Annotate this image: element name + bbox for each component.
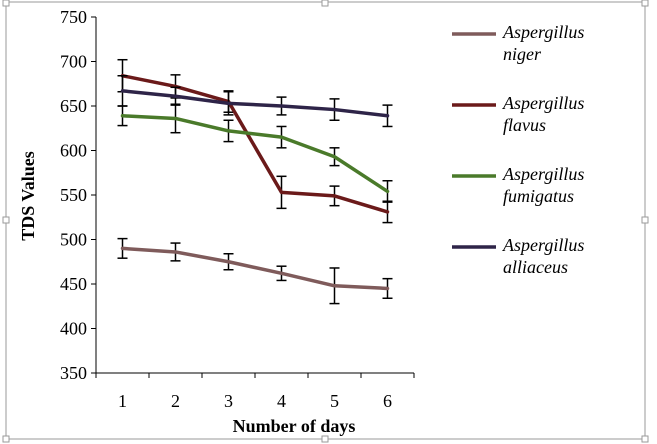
legend-label: Aspergillus [502, 235, 584, 255]
series-2 [117, 103, 393, 203]
series-line [120, 89, 390, 118]
legend-label: fumigatus [503, 186, 574, 206]
y-axis-ticks: 350 400 450 500 550 600 650 700 750 [60, 7, 96, 383]
legend-label: niger [503, 44, 542, 64]
series-line [120, 246, 390, 291]
y-tick-label: 350 [60, 363, 87, 383]
y-tick-label: 450 [60, 274, 87, 294]
resize-handle-top-right[interactable] [641, 0, 649, 7]
legend-label: Aspergillus [502, 164, 584, 184]
x-axis-ticks: 1 2 3 4 5 6 [95, 373, 415, 411]
y-tick-label: 650 [60, 96, 87, 116]
y-tick-label: 400 [60, 319, 87, 339]
plot-area [117, 58, 393, 305]
resize-handle-middle-right[interactable] [641, 216, 649, 224]
y-axis-title: TDS Values [18, 151, 38, 241]
y-tick-label: 500 [60, 230, 87, 250]
y-tick-label: 700 [60, 52, 87, 72]
x-tick-label: 1 [118, 391, 127, 411]
x-tick-label: 4 [277, 391, 286, 411]
legend-label: flavus [503, 115, 546, 135]
x-axis-title: Number of days [233, 416, 356, 436]
resize-handle-top-middle[interactable] [321, 0, 329, 7]
x-tick-label: 5 [330, 391, 339, 411]
legend-label: Aspergillus [502, 93, 584, 113]
y-tick-label: 750 [60, 7, 87, 27]
resize-handle-top-left[interactable] [2, 0, 10, 7]
series-line [120, 114, 390, 194]
legend-label: Aspergillus [502, 22, 584, 42]
legend-label: alliaceus [503, 257, 568, 277]
series-3 [117, 74, 393, 128]
resize-handle-middle-left[interactable] [2, 216, 10, 224]
y-tick-label: 600 [60, 141, 87, 161]
y-tick-label: 550 [60, 185, 87, 205]
x-tick-label: 2 [171, 391, 180, 411]
resize-handle-bottom-middle[interactable] [321, 435, 329, 443]
x-tick-label: 3 [224, 391, 233, 411]
series-1 [117, 58, 393, 224]
series-line [120, 73, 390, 214]
resize-handle-bottom-left[interactable] [2, 435, 10, 443]
resize-handle-bottom-right[interactable] [641, 435, 649, 443]
legend: AspergillusnigerAspergillusflavusAspergi… [452, 22, 584, 277]
x-tick-label: 6 [383, 391, 392, 411]
series-0 [117, 237, 393, 305]
